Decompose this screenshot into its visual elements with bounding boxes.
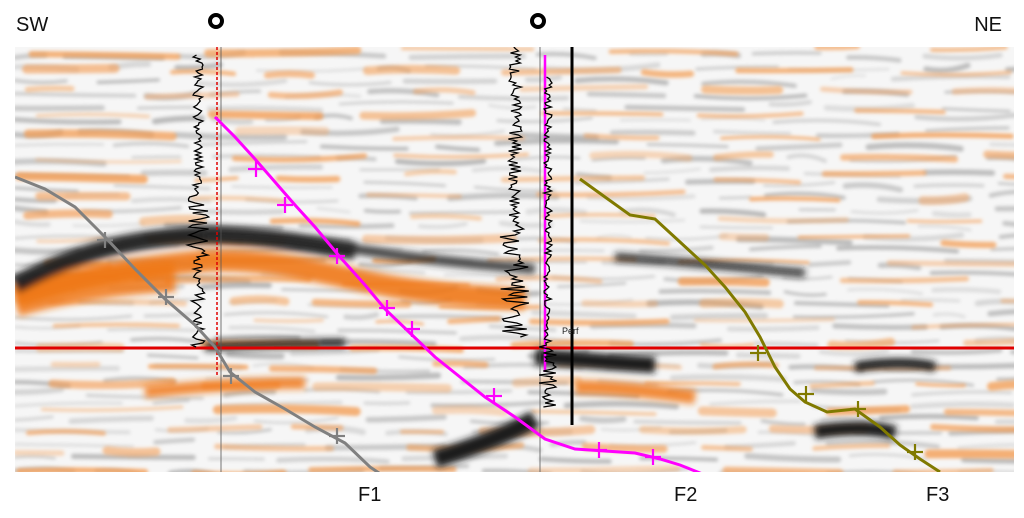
seismic-section: Perf bbox=[15, 47, 1014, 472]
well-log-3 bbox=[539, 76, 558, 408]
fault-picks-f2 bbox=[248, 161, 661, 465]
fault-label-f1: F1 bbox=[358, 484, 382, 506]
fault-label-f2: F2 bbox=[674, 484, 698, 506]
well-log-2 bbox=[499, 47, 530, 338]
seismic-reflectors-orange bbox=[15, 47, 1014, 472]
fault-picks-f3 bbox=[750, 345, 923, 460]
fault-label-f3: F3 bbox=[926, 484, 950, 506]
perf-annotation: Perf bbox=[562, 326, 579, 336]
fault-line-f3 bbox=[579, 177, 941, 472]
orientation-label-ne: NE bbox=[974, 14, 1002, 36]
fault-line-f2 bbox=[213, 115, 702, 472]
well-symbol-icon bbox=[530, 13, 546, 29]
well-symbol-icon bbox=[208, 13, 224, 29]
fault-picks-f1 bbox=[97, 232, 345, 444]
fault-line-f1 bbox=[15, 175, 381, 472]
well-log-1 bbox=[185, 54, 211, 348]
orientation-label-sw: SW bbox=[16, 14, 49, 36]
